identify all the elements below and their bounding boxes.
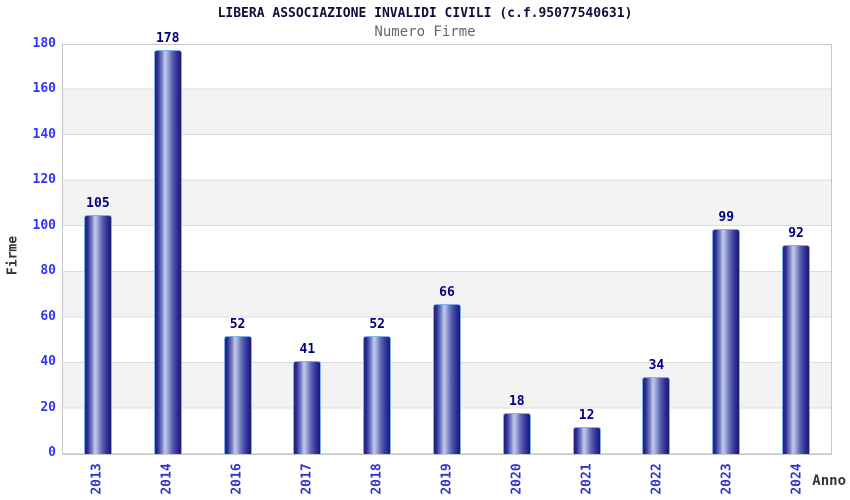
bar-value-label: 41 bbox=[299, 342, 316, 357]
bar-value-label: 178 bbox=[155, 31, 180, 46]
bar-slot: 105 bbox=[63, 45, 133, 454]
bar-slot: 12 bbox=[552, 45, 622, 454]
x-tick-cell: 2019 bbox=[412, 458, 482, 500]
x-tick-cell: 2022 bbox=[622, 458, 692, 500]
y-tick-label: 40 bbox=[40, 354, 56, 370]
bar bbox=[712, 229, 741, 454]
chart-title: LIBERA ASSOCIAZIONE INVALIDI CIVILI (c.f… bbox=[217, 6, 633, 21]
y-tick-label: 180 bbox=[32, 36, 56, 51]
bar-value-label: 12 bbox=[578, 408, 595, 423]
bar-value-label: 18 bbox=[508, 394, 525, 409]
bar-slot: 66 bbox=[412, 45, 482, 454]
x-tick-label: 2013 bbox=[89, 463, 105, 495]
x-tick-cell: 2017 bbox=[272, 458, 342, 500]
y-tick-label: 160 bbox=[32, 81, 56, 97]
x-tick-label: 2018 bbox=[369, 463, 385, 495]
bars-container: 105 178 52 41 52 66 18 12 34 99 92 bbox=[63, 31, 831, 454]
bar-slot: 52 bbox=[342, 45, 412, 454]
x-tick-label: 2019 bbox=[439, 463, 455, 495]
x-tick-label: 2021 bbox=[579, 463, 595, 495]
y-tick-label: 60 bbox=[40, 308, 56, 324]
x-tick-label: 2016 bbox=[229, 463, 245, 495]
x-tick-cell: 2021 bbox=[552, 458, 622, 500]
bar bbox=[153, 50, 182, 454]
bar-value-label: 105 bbox=[86, 196, 110, 211]
bar bbox=[83, 215, 112, 454]
x-tick-cell: 2013 bbox=[62, 458, 132, 500]
bar bbox=[223, 336, 252, 454]
bar-value-label: 52 bbox=[369, 317, 385, 332]
y-axis-ticks: 0 20 40 60 80 100 120 140 160 180 bbox=[0, 36, 56, 460]
bar-value-label: 66 bbox=[439, 285, 455, 300]
x-tick-label: 2014 bbox=[159, 463, 175, 495]
bar-slot: 99 bbox=[691, 45, 761, 454]
bar bbox=[363, 336, 392, 454]
bar bbox=[572, 427, 601, 454]
bar-value-label: 52 bbox=[229, 317, 246, 332]
bar-slot: 34 bbox=[622, 45, 692, 454]
x-tick-cell: 2014 bbox=[132, 458, 202, 500]
bar-slot: 41 bbox=[272, 45, 342, 454]
bar-slot: 92 bbox=[761, 45, 831, 454]
bar-slot: 18 bbox=[482, 45, 552, 454]
x-tick-label: 2023 bbox=[719, 463, 735, 495]
x-tick-label: 2022 bbox=[649, 463, 665, 495]
y-tick-label: 100 bbox=[32, 217, 56, 233]
x-tick-cell: 2016 bbox=[202, 458, 272, 500]
bar bbox=[782, 245, 811, 454]
bar bbox=[432, 304, 461, 454]
bar bbox=[293, 361, 322, 454]
y-tick-label: 80 bbox=[40, 263, 56, 279]
y-tick-label: 0 bbox=[48, 445, 56, 460]
bar-value-label: 92 bbox=[788, 226, 804, 241]
x-tick-cell: 2023 bbox=[692, 458, 762, 500]
bar-value-label: 99 bbox=[718, 210, 735, 225]
x-axis-labels: 2013 2014 2016 2017 2018 2019 2020 2021 2022 2023… bbox=[62, 458, 832, 500]
y-tick-label: 140 bbox=[32, 126, 56, 142]
chart-subtitle: Numero Firme bbox=[374, 24, 476, 40]
x-tick-label: 2017 bbox=[299, 463, 315, 495]
x-tick-cell: 2018 bbox=[342, 458, 412, 500]
y-tick-label: 20 bbox=[40, 399, 56, 415]
x-tick-cell: 2020 bbox=[482, 458, 552, 500]
bar bbox=[642, 377, 671, 454]
plot-area: 105 178 52 41 52 66 18 12 34 99 92 bbox=[62, 31, 832, 455]
bar bbox=[502, 413, 531, 454]
bar-value-label: 34 bbox=[648, 358, 665, 373]
x-axis-title: Anno bbox=[812, 473, 846, 489]
x-tick-label: 2020 bbox=[509, 463, 525, 495]
x-tick-label: 2024 bbox=[789, 463, 805, 495]
bar-slot: 52 bbox=[203, 45, 273, 454]
y-tick-label: 120 bbox=[32, 172, 56, 188]
bar-slot: 178 bbox=[133, 31, 203, 454]
